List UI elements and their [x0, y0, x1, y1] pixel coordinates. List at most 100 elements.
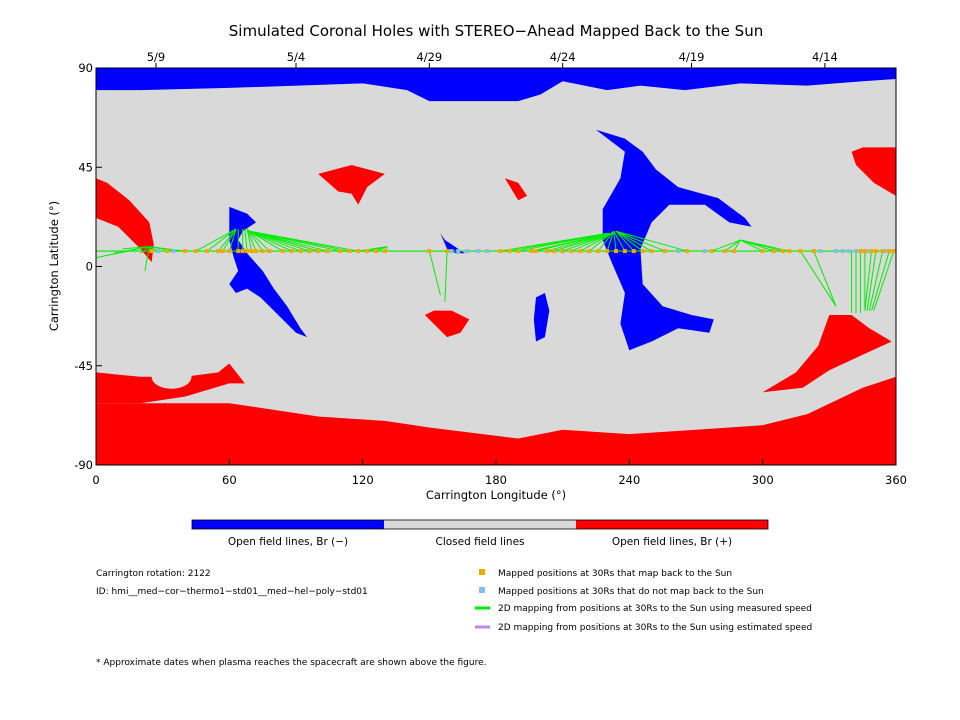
coronal-hole-negative-ch_negative_200	[533, 293, 550, 342]
mapping-line-measured	[246, 228, 264, 252]
mapping-line-measured	[871, 250, 890, 311]
position-mapped-back	[551, 249, 556, 254]
position-mapped-back	[780, 249, 785, 254]
x-tick-label: 120	[352, 473, 374, 487]
position-mapped-back	[709, 249, 714, 254]
position-mapped-back	[182, 249, 187, 254]
position-mapped-back	[298, 249, 303, 254]
coronal-hole-positive-ch_positive_190	[504, 178, 528, 201]
position-mapped-back	[605, 249, 610, 254]
colorbar-label-positive: Open field lines, Br (+)	[612, 536, 732, 548]
position-mapped-back	[722, 249, 727, 254]
position-not-mapped	[476, 249, 481, 254]
closed-island-south	[151, 364, 192, 389]
mapping-line-measured	[149, 246, 185, 252]
coronal-hole-positive-south_polar_positive_b	[96, 403, 896, 465]
x-tick-label: 240	[618, 473, 640, 487]
top-tick-label: 4/19	[679, 50, 705, 64]
mapping-line-measured	[518, 232, 608, 252]
mapping-line-measured	[217, 228, 237, 252]
model-id-text: ID: hmi__med−cor−thermo1−std01__med−hel−…	[96, 587, 368, 597]
position-not-mapped	[676, 249, 681, 254]
mapping-line-measured	[711, 239, 741, 252]
position-mapped-back	[534, 249, 538, 254]
position-mapped-back	[194, 249, 198, 254]
position-mapped-back	[596, 249, 601, 254]
coronal-hole-positive-ch_positive_0	[96, 178, 154, 263]
mapping-line-measured	[615, 230, 652, 252]
position-mapped-back	[569, 249, 574, 254]
position-mapped-back	[649, 249, 654, 254]
colorbar-open-negative	[192, 520, 384, 529]
position-mapped-back	[220, 249, 225, 254]
mapping-line-measured	[535, 232, 610, 252]
legend-mapped-back-label: Mapped positions at 30Rs that map back t…	[498, 569, 732, 579]
position-mapped-back	[347, 249, 352, 254]
position-mapped-back	[862, 249, 867, 254]
mapping-line-measured	[613, 230, 626, 252]
colorbar: Open field lines, Br (−) Closed field li…	[191, 519, 769, 548]
mapping-line-measured	[246, 228, 270, 252]
mapping-line-measured	[249, 230, 292, 252]
top-tick-label: 5/9	[147, 50, 166, 64]
y-tick-label: -45	[74, 359, 93, 373]
x-tick-label: 300	[752, 473, 774, 487]
position-mapped-back	[338, 249, 343, 254]
position-mapped-back	[205, 249, 210, 254]
position-mapped-back	[887, 249, 892, 254]
mapping-line-measured	[206, 228, 237, 252]
coronal-hole-positive-ch_positive_330	[762, 315, 892, 393]
position-mapped-back	[427, 249, 432, 254]
position-mapped-back	[811, 249, 816, 254]
coronal-hole-positive-south_lobe_positive	[762, 376, 896, 426]
mapping-line-measured	[606, 231, 615, 252]
rotation-text: Carrington rotation: 2122	[96, 569, 211, 579]
position-mapped-back	[771, 249, 776, 254]
position-mapped-back	[356, 249, 361, 254]
plot-area	[96, 68, 896, 465]
position-not-mapped	[865, 249, 870, 254]
mapping-line-measured	[615, 230, 635, 252]
top-tick-label: 4/14	[812, 50, 838, 64]
position-mapped-back	[307, 249, 312, 254]
mapping-line-measured	[140, 246, 150, 254]
mapping-line-measured	[866, 250, 877, 311]
coronal-hole-negative-ch_negative_230	[596, 129, 752, 351]
position-mapped-back	[787, 249, 792, 254]
top-tick-label: 5/4	[287, 50, 306, 64]
y-axis-label: Carrington Latitude (°)	[47, 201, 61, 331]
position-mapped-back	[149, 249, 154, 254]
x-tick-label: 0	[92, 473, 99, 487]
colorbar-closed	[384, 520, 576, 529]
y-tick-label: 0	[86, 260, 93, 274]
mapping-line-measured	[113, 246, 150, 254]
legend-not-mapped-marker	[479, 587, 485, 593]
mapping-line-measured	[222, 228, 237, 252]
position-mapped-back	[289, 249, 294, 254]
position-not-mapped	[702, 249, 707, 254]
position-mapped-back	[498, 249, 503, 254]
mapping-line-measured	[580, 232, 612, 252]
position-mapped-back	[260, 249, 265, 254]
position-mapped-back	[365, 249, 370, 254]
colorbar-label-closed: Closed field lines	[435, 536, 524, 548]
mapping-line-measured	[546, 232, 610, 252]
position-mapped-back	[731, 249, 736, 254]
x-axis-label: Carrington Longitude (°)	[426, 488, 566, 502]
y-tick-label: -90	[74, 458, 93, 472]
position-mapped-back	[631, 249, 636, 254]
position-not-mapped	[171, 249, 176, 254]
position-not-mapped	[834, 249, 838, 254]
mapping-line-measured	[562, 232, 612, 252]
position-mapped-back	[374, 249, 378, 254]
mapping-line-measured	[740, 239, 763, 252]
position-not-mapped	[854, 249, 858, 254]
position-mapped-back	[685, 249, 690, 254]
position-not-mapped	[847, 249, 852, 254]
mapping-line-measured	[249, 230, 283, 252]
legend-measured-label: 2D mapping from positions at 30Rs to the…	[498, 604, 812, 614]
chart-title: Simulated Coronal Holes with STEREO−Ahea…	[229, 22, 763, 40]
x-tick-label: 180	[485, 473, 507, 487]
position-mapped-back	[760, 249, 765, 254]
